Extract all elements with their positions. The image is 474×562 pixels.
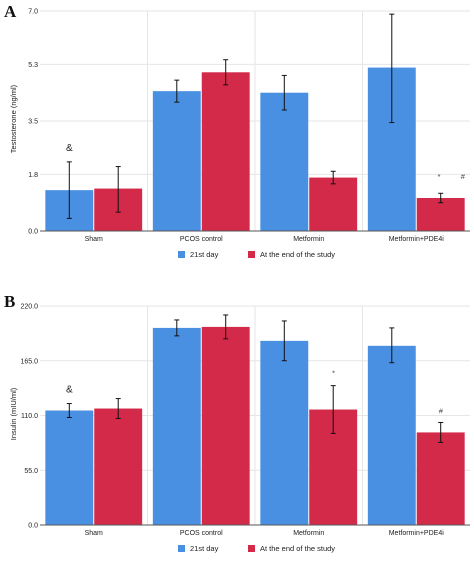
- bar: [416, 198, 465, 231]
- y-tick-label: 1.8: [28, 172, 38, 179]
- y-tick-label: 7.0: [28, 9, 38, 16]
- y-axis-label-b: Insulin (mIU/ml): [9, 387, 18, 440]
- y-tick-label: 165.0: [20, 358, 38, 365]
- bar: [45, 410, 94, 525]
- bars-b: & * #: [45, 314, 465, 525]
- y-tick-label: 55.0: [24, 468, 38, 475]
- y-tick-label: 0.0: [28, 229, 38, 236]
- panel-a: A Testosterone (ng/ml) & * # 0.0 1.8 3.5 5.3 7…: [4, 2, 470, 259]
- legend-label: 21st day: [190, 544, 219, 553]
- significance-mark: *: [437, 172, 441, 181]
- y-tick-label: 5.3: [28, 62, 38, 69]
- legend-swatch: [178, 545, 185, 552]
- category-label: Sham: [85, 530, 103, 537]
- legend-a: 21st day At the end of the study: [178, 250, 335, 259]
- bar: [201, 326, 250, 525]
- legend-label: 21st day: [190, 250, 219, 259]
- legend-swatch: [248, 545, 255, 552]
- bar: [260, 340, 309, 525]
- significance-mark: *: [332, 369, 336, 378]
- legend-label: At the end of the study: [260, 250, 335, 259]
- y-axis-label-a: Testosterone (ng/ml): [9, 84, 18, 153]
- significance-mark: &: [66, 385, 73, 396]
- bar: [416, 432, 465, 525]
- category-label: Metformin+PDE4i: [389, 530, 444, 537]
- legend-label: At the end of the study: [260, 544, 335, 553]
- bar: [152, 91, 201, 232]
- y-tick-label: 0.0: [28, 523, 38, 530]
- category-label: PCOS control: [180, 236, 223, 243]
- bar: [94, 408, 143, 525]
- significance-mark: &: [66, 143, 73, 154]
- category-label: Sham: [85, 236, 103, 243]
- axes-a: 0.0 1.8 3.5 5.3 7.0 Sham PCOS control Metformin…: [28, 9, 470, 243]
- panel-letter-a: A: [4, 2, 17, 21]
- y-tick-label: 3.5: [28, 119, 38, 126]
- significance-mark: #: [439, 407, 444, 416]
- bar: [367, 345, 416, 525]
- category-label: Metformin+PDE4i: [389, 236, 444, 243]
- legend-swatch: [178, 251, 185, 258]
- panel-letter-b: B: [4, 292, 15, 311]
- bar: [260, 92, 309, 231]
- category-label: Metformin: [293, 236, 324, 243]
- bars-a: & * #: [45, 13, 466, 232]
- axes-b: 0.0 55.0 110.0 165.0 220.0 Sham PCOS control Me…: [20, 304, 470, 537]
- legend-swatch: [248, 251, 255, 258]
- significance-mark: #: [461, 172, 466, 181]
- y-tick-label: 110.0: [21, 413, 38, 420]
- legend-b: 21st day At the end of the study: [178, 544, 335, 553]
- category-label: Metformin: [293, 530, 324, 537]
- category-label: PCOS control: [180, 530, 223, 537]
- y-tick-label: 220.0: [20, 304, 38, 311]
- bar: [201, 72, 250, 232]
- panel-b: B Insulin (mIU/ml) & * # 0.0 55.0 110.0 165.0…: [4, 292, 470, 553]
- bar: [152, 327, 201, 525]
- bar: [309, 177, 358, 231]
